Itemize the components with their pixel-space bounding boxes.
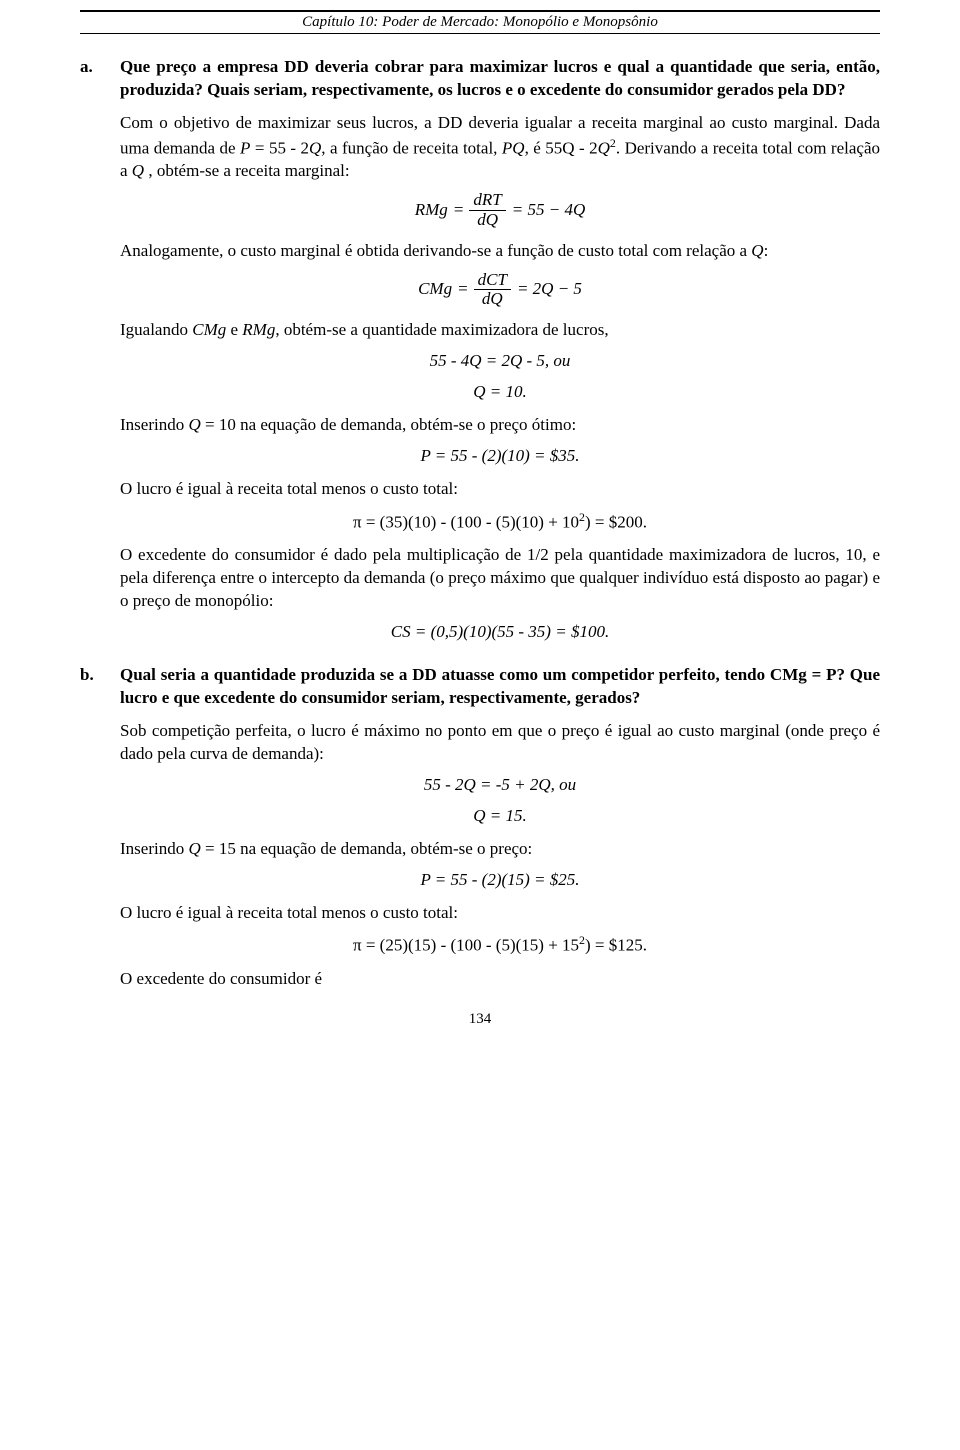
equation-cmg: CMg = dCT dQ = 2Q − 5	[120, 271, 880, 309]
text: , é 55Q - 2	[525, 138, 598, 157]
eq-equals: =	[458, 278, 468, 301]
item-a-p3: Igualando CMg e RMg, obtém-se a quantida…	[120, 319, 880, 342]
var-Q: Q	[598, 138, 610, 157]
item-b-body: Qual seria a quantidade produzida se a D…	[120, 664, 880, 991]
var-P: P	[240, 138, 250, 157]
var-Q: Q	[309, 138, 321, 157]
var-Q: Q	[188, 839, 200, 858]
item-b-p2: Inserindo Q = 15 na equação de demanda, …	[120, 838, 880, 861]
text: , obtém-se a quantidade maximizadora de …	[275, 320, 608, 339]
text: Igualando	[120, 320, 192, 339]
eq-lhs: RMg	[415, 199, 448, 222]
var-Q: Q	[132, 161, 144, 180]
eq-text: ) = $125.	[585, 936, 647, 955]
item-b-question: Qual seria a quantidade produzida se a D…	[120, 664, 880, 710]
frac-num: dCT	[474, 271, 511, 291]
text: = 10 na equação de demanda, obtém-se o p…	[201, 415, 576, 434]
eq-rhs: = 2Q − 5	[517, 278, 582, 301]
eq-text: π = (25)(15) - (100 - (5)(15) + 15	[353, 936, 579, 955]
item-a-question: Que preço a empresa DD deveria cobrar pa…	[120, 56, 880, 102]
page-number: 134	[80, 1011, 880, 1028]
page: Capítulo 10: Poder de Mercado: Monopólio…	[0, 0, 960, 1450]
text: Inserindo	[120, 415, 188, 434]
text: , obtém-se a receita marginal:	[144, 161, 350, 180]
equation-eq3: 55 - 4Q = 2Q - 5, ou	[120, 350, 880, 373]
var-cmg: CMg	[192, 320, 226, 339]
text: = 55 - 2	[250, 138, 309, 157]
item-a-p2: Analogamente, o custo marginal é obtida …	[120, 240, 880, 263]
fraction: dCT dQ	[474, 271, 511, 309]
frac-den: dQ	[474, 290, 511, 309]
chapter-header: Capítulo 10: Poder de Mercado: Monopólio…	[80, 10, 880, 34]
item-a-p1: Com o objetivo de maximizar seus lucros,…	[120, 112, 880, 183]
eq-text: ) = $200.	[585, 512, 647, 531]
fraction: dRT dQ	[469, 191, 505, 229]
text: e	[226, 320, 242, 339]
frac-den: dQ	[469, 211, 505, 230]
text: , a função de receita total,	[321, 138, 502, 157]
equation-b-eq2: Q = 15.	[120, 805, 880, 828]
eq-text: π = (35)(10) - (100 - (5)(10) + 10	[353, 512, 579, 531]
item-a: a. Que preço a empresa DD deveria cobrar…	[80, 56, 880, 652]
frac-num: dRT	[469, 191, 505, 211]
item-b-p1: Sob competição perfeita, o lucro é máxim…	[120, 720, 880, 766]
var-Q: Q	[751, 241, 763, 260]
equation-eq4: Q = 10.	[120, 381, 880, 404]
equation-b-eq1: 55 - 2Q = -5 + 2Q, ou	[120, 774, 880, 797]
var-Q: Q	[188, 415, 200, 434]
item-a-label: a.	[80, 56, 120, 79]
equation-eq7: CS = (0,5)(10)(55 - 35) = $100.	[120, 621, 880, 644]
item-a-body: Que preço a empresa DD deveria cobrar pa…	[120, 56, 880, 652]
equation-b-eq3: P = 55 - (2)(15) = $25.	[120, 869, 880, 892]
equation-b-eq4: π = (25)(15) - (100 - (5)(15) + 152) = $…	[120, 932, 880, 958]
item-b-p3: O lucro é igual à receita total menos o …	[120, 902, 880, 925]
eq-equals: =	[454, 199, 464, 222]
var-rmg: RMg	[242, 320, 275, 339]
eq-lhs: CMg	[418, 278, 452, 301]
equation-eq5: P = 55 - (2)(10) = $35.	[120, 445, 880, 468]
item-b: b. Qual seria a quantidade produzida se …	[80, 664, 880, 991]
var-PQ: PQ	[502, 138, 525, 157]
item-b-label: b.	[80, 664, 120, 687]
item-b-p4: O excedente do consumidor é	[120, 968, 880, 991]
equation-eq6: π = (35)(10) - (100 - (5)(10) + 102) = $…	[120, 509, 880, 535]
eq-rhs: = 55 − 4Q	[512, 199, 585, 222]
equation-rmg: RMg = dRT dQ = 55 − 4Q	[120, 191, 880, 229]
item-a-p5: O lucro é igual à receita total menos o …	[120, 478, 880, 501]
text: = 15 na equação de demanda, obtém-se o p…	[201, 839, 533, 858]
text: :	[764, 241, 769, 260]
text: Analogamente, o custo marginal é obtida …	[120, 241, 751, 260]
item-a-p4: Inserindo Q = 10 na equação de demanda, …	[120, 414, 880, 437]
item-a-p6: O excedente do consumidor é dado pela mu…	[120, 544, 880, 613]
text: Inserindo	[120, 839, 188, 858]
